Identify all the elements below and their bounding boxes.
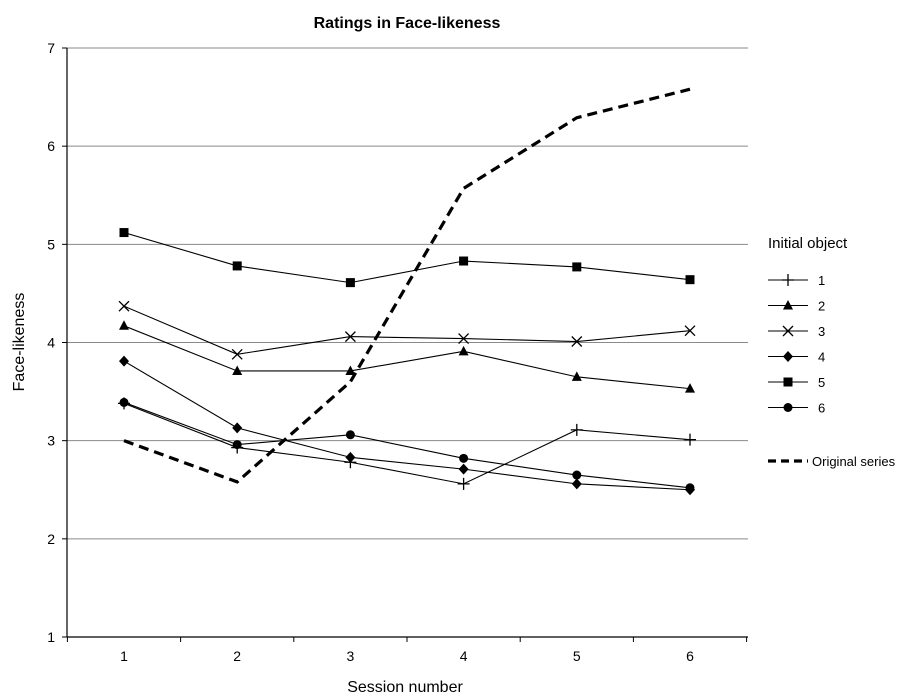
data-point-marker [344,331,356,343]
data-point-marker [345,451,356,463]
y-tick-label: 1 [47,629,55,645]
data-point-marker [458,463,469,475]
legend-item: 4 [768,350,825,365]
data-point-marker [685,275,695,285]
data-point-marker [119,355,129,367]
legend-item: 5 [768,375,825,390]
legend-label: Original series [812,454,896,469]
legend-item: 2 [768,299,825,314]
data-point-marker [119,320,129,330]
legend-label: 1 [818,273,825,288]
legend: Initial object 1 2 3 4 5 6 Original series [768,235,896,469]
legend-swatch-marker [783,300,793,310]
series-line [123,360,691,491]
data-point-marker [232,365,243,375]
x-axis-title: Session number [347,679,463,696]
legend-title: Initial object [768,235,848,252]
legend-item: 1 [768,273,825,288]
x-tick-label: 3 [347,648,355,664]
chart-title: Ratings in Face-likeness [314,15,501,32]
series-3 [118,300,696,360]
legend-label: 3 [818,324,825,339]
data-point-marker [571,336,583,347]
data-point-marker [232,422,243,434]
data-point-marker [118,300,130,312]
legend-label: 4 [818,350,825,365]
series-2 [119,320,695,393]
y-axis-title: Face-likeness [11,293,28,392]
legend-item: Original series [768,454,896,469]
data-point-marker [685,383,695,393]
legend-swatch-marker [782,274,794,286]
legend-swatch-marker [783,403,793,412]
data-point-marker [684,325,696,337]
legend-swatch-marker [782,325,794,337]
legend-label: 2 [818,299,825,314]
series-line [123,305,691,355]
series-6 [119,397,695,493]
x-tick-label: 2 [233,648,241,664]
legend-item: 3 [768,324,825,339]
data-point-marker [345,430,355,440]
data-point-marker [571,371,582,381]
data-point-marker [685,483,695,493]
data-point-marker [684,433,696,446]
gridlines [67,47,748,540]
data-point-marker [119,397,129,407]
data-point-marker [231,348,243,360]
x-tick-label: 1 [120,648,128,664]
series-line [123,401,691,489]
legend-label: 5 [818,375,825,390]
data-point-marker [570,423,583,436]
y-tick-label: 3 [47,433,55,449]
legend-item: 6 [768,401,825,416]
series-1 [118,397,696,490]
data-point-marker [458,345,469,356]
data-point-marker [459,453,469,463]
y-tick-label: 6 [47,138,55,154]
series-line [123,402,691,485]
series-7 [123,87,691,484]
original-series-line [123,87,691,484]
data-point-marker [571,478,582,490]
y-tick-labels: 1 2 3 4 5 6 7 [47,40,55,645]
data-point-marker [232,261,242,271]
legend-label: 6 [818,401,825,416]
data-point-marker [119,228,129,238]
x-tick-labels: 1 2 3 4 5 6 [120,648,694,664]
x-tick-label: 5 [573,648,581,664]
data-point-marker [345,365,356,375]
data-point-marker [458,333,470,345]
data-point-marker [459,256,469,266]
series-4 [119,355,695,496]
series-5 [119,228,695,288]
y-tick-label: 2 [47,531,55,547]
axes [62,47,748,642]
y-tick-label: 5 [47,236,55,252]
legend-swatch-marker [783,377,793,387]
series-line [123,325,691,390]
x-tick-label: 4 [460,648,468,664]
y-tick-label: 7 [47,40,55,56]
x-tick-label: 6 [686,648,694,664]
series-group [118,87,696,496]
data-point-marker [457,477,470,490]
data-point-marker [572,262,582,272]
data-point-marker [345,278,355,288]
data-point-marker [572,470,582,480]
y-tick-label: 4 [47,335,55,351]
series-line [123,232,691,284]
data-point-marker [232,440,242,450]
legend-swatch-marker [783,351,793,362]
